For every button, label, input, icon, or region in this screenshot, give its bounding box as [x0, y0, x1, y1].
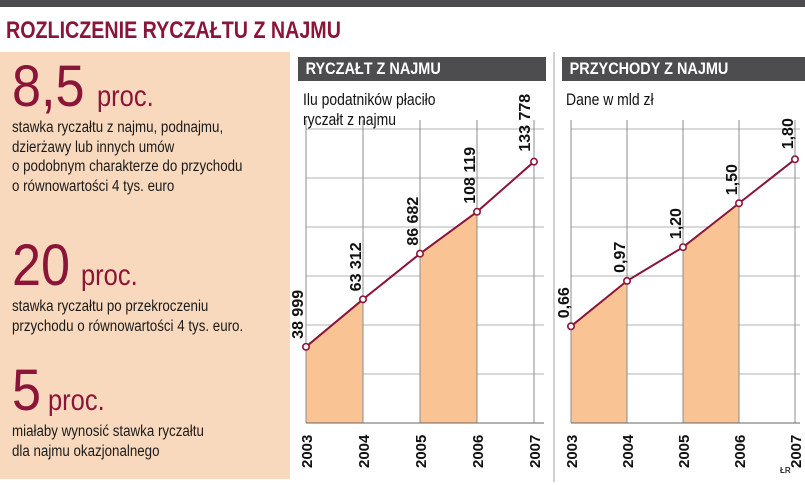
panel-divider	[553, 52, 555, 482]
x-tick-label: 2007	[788, 435, 805, 468]
x-tick-label: 2006	[732, 435, 749, 468]
data-point	[734, 199, 743, 208]
stat-value: 8,5	[12, 54, 85, 119]
data-point	[358, 295, 367, 304]
x-tick-label: 2007	[527, 435, 544, 468]
top-bar	[0, 0, 805, 7]
data-label: 108 119	[462, 147, 479, 204]
stat-block-2: 20 proc. stawka ryczałtu po przekroczeni…	[12, 237, 294, 336]
stat-description: miałaby wynosić stawka ryczałtu dla najm…	[12, 422, 287, 461]
data-point	[472, 207, 481, 216]
area-band	[571, 280, 627, 423]
x-tick-label: 2003	[299, 435, 316, 468]
data-label: 1,80	[780, 118, 797, 149]
data-point	[622, 276, 631, 285]
x-tick-label: 2006	[470, 435, 487, 468]
chart2-subtitle: Dane w mld zł	[566, 90, 654, 109]
chart1-header: RYCZAŁT Z NAJMU	[298, 57, 546, 81]
credit: ŁR	[780, 466, 791, 475]
x-tick-label: 2005	[413, 435, 430, 468]
x-tick-label: 2003	[564, 435, 581, 468]
desc-line: stawka ryczałtu z najmu, podnajmu,	[12, 119, 224, 136]
data-point	[566, 322, 575, 331]
data-label: 63 312	[348, 242, 365, 291]
desc-line: o równowartości 4 tys. euro	[12, 177, 175, 195]
data-point	[529, 157, 538, 166]
data-label: 86 682	[405, 197, 422, 246]
area-band	[420, 211, 477, 423]
stat-unit: proc.	[96, 80, 154, 113]
desc-line: przychodu o równowartości 4 tys. euro.	[12, 317, 244, 335]
stats-panel	[0, 52, 290, 479]
data-label: 0,66	[556, 287, 573, 318]
desc-line: dla najmu okazjonalnego	[12, 442, 160, 460]
chart1-subtitle: Ilu podatników płaciło ryczałt z najmu	[303, 90, 436, 129]
x-tick-label: 2004	[620, 434, 637, 468]
stat-block-1: 8,5 proc. stawka ryczałtu z najmu, podna…	[12, 58, 294, 196]
data-label: 38 999	[290, 290, 307, 339]
area-band	[306, 299, 363, 423]
stat-block-3: 5 proc. miałaby wynosić stawka ryczałtu …	[12, 362, 294, 461]
stat-description: stawka ryczałtu z najmu, podnajmu, dzier…	[12, 118, 287, 196]
desc-line: miałaby wynosić stawka ryczałtu	[12, 423, 204, 440]
data-label: 0,97	[612, 242, 629, 273]
chart2-header: PRZYCHODY Z NAJMU	[562, 57, 805, 81]
stat-unit: proc.	[48, 384, 105, 417]
desc-line: stawka ryczałtu po przekroczeniu	[12, 298, 209, 315]
x-tick-label: 2004	[356, 434, 373, 468]
data-point	[415, 249, 424, 258]
desc-line: o podobnym charakterze do przychodu	[12, 158, 243, 175]
data-label: 1,50	[724, 164, 741, 195]
data-point	[790, 155, 799, 164]
data-label: 133 778	[517, 94, 534, 152]
data-point	[301, 342, 310, 351]
stat-value: 5	[12, 358, 42, 423]
data-label: 1,20	[668, 208, 685, 239]
area-band	[683, 203, 739, 423]
desc-line: dzierżawy lub innych umów	[12, 138, 175, 156]
page-title: ROZLICZENIE RYCZAŁTU Z NAJMU	[6, 17, 341, 44]
x-tick-label: 2005	[676, 435, 693, 468]
stat-value: 20	[12, 233, 71, 298]
data-point	[678, 243, 687, 252]
stat-description: stawka ryczałtu po przekroczeniu przycho…	[12, 297, 287, 336]
stat-unit: proc.	[80, 259, 138, 292]
